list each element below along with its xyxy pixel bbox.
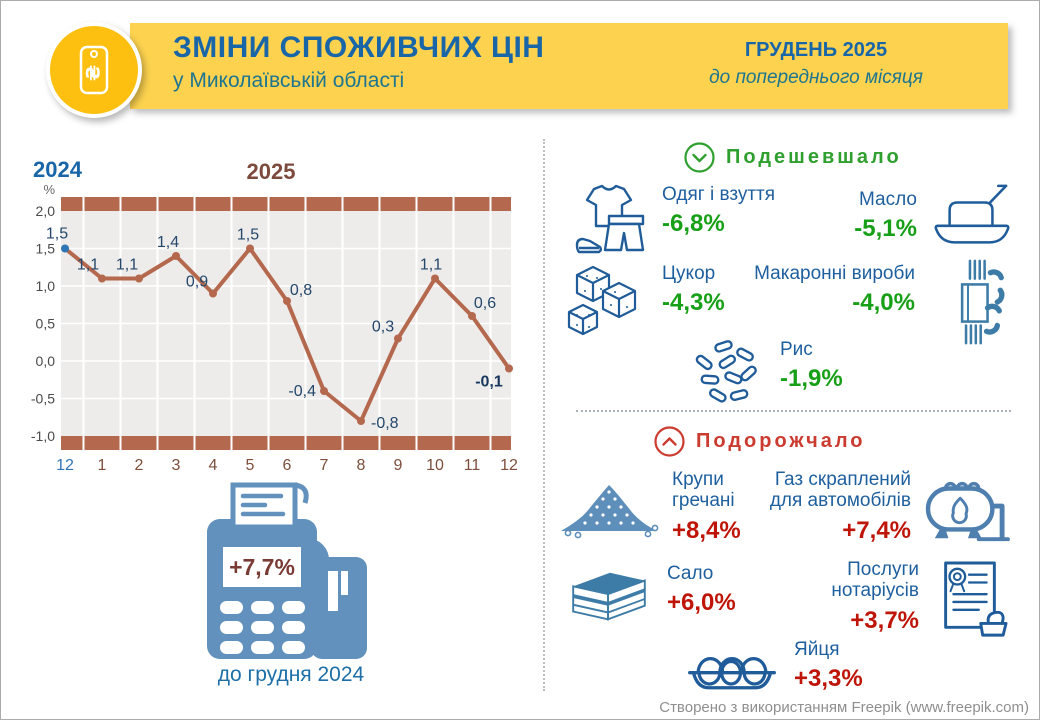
list-item-salo: Сало +6,0% [564, 563, 736, 627]
item-name: Цукор [662, 263, 716, 284]
svg-text:-0,4: -0,4 [288, 383, 316, 400]
sugar-icon [567, 265, 637, 336]
item-value: -1,9% [780, 365, 843, 393]
pos-terminal-icon [207, 482, 367, 659]
svg-text:0,5: 0,5 [36, 316, 56, 332]
svg-text:-1,0: -1,0 [31, 428, 55, 444]
item-value: -4,3% [662, 289, 725, 317]
butter-icon [934, 184, 1010, 244]
header-banner [130, 23, 1008, 109]
freepik-credit: Створено з використанням Freepik (www.fr… [659, 699, 1029, 716]
svg-text:1,5: 1,5 [237, 227, 259, 244]
period-block: ГРУДЕНЬ 2025 до попереднього місяця [641, 39, 991, 89]
page-title: ЗМІНИ СПОЖИВЧИХ ЦІН [173, 31, 545, 64]
svg-text:8: 8 [357, 457, 366, 474]
item-value: +6,0% [667, 589, 736, 617]
item-name: Масло [859, 189, 917, 210]
svg-text:1,0: 1,0 [36, 278, 56, 294]
svg-text:-0,8: -0,8 [371, 415, 399, 432]
period-note: до попереднього місяця [709, 67, 923, 88]
item-name: Одяг і взуття [662, 184, 776, 205]
svg-text:2: 2 [135, 457, 144, 474]
svg-text:-0,1: -0,1 [475, 374, 503, 391]
list-item-rice: Рис -1,9% [687, 339, 843, 409]
price-change-line-chart: %2,01,51,00,50,0-0,5-1,012 1 2 3 4 5 6 7 8 9 10 11 1… [31, 183, 518, 474]
eggs-icon [688, 657, 776, 690]
list-item-butter: Масло -5,1% [757, 184, 1014, 255]
pricier-section-header: Подорожчало [653, 425, 865, 458]
pasta-icon [960, 259, 1005, 345]
cheaper-section-label: Подешевшало [726, 146, 902, 168]
item-name: Рис [780, 339, 813, 360]
page-subtitle: у Миколаївській області [173, 69, 405, 92]
item-value: +3,7% [850, 606, 919, 634]
rice-icon [695, 340, 757, 403]
svg-text:10: 10 [426, 457, 444, 474]
svg-text:1,1: 1,1 [420, 257, 442, 274]
svg-text:0,8: 0,8 [290, 282, 312, 299]
item-value: +7,4% [842, 516, 911, 544]
hryvnia-price-tag-icon: ₴ [79, 45, 109, 95]
pricier-section-label: Подорожчало [696, 430, 866, 452]
annual-change-value: +7,7% [229, 553, 295, 580]
svg-text:4: 4 [209, 457, 218, 474]
svg-text:0,3: 0,3 [372, 319, 394, 336]
item-name: Яйця [794, 639, 840, 660]
svg-text:%: % [43, 183, 55, 197]
svg-text:5: 5 [246, 457, 255, 474]
svg-text:1,5: 1,5 [46, 226, 68, 243]
item-value: +3,3% [794, 665, 863, 693]
svg-text:₴: ₴ [83, 65, 105, 81]
period-month: ГРУДЕНЬ 2025 [744, 39, 888, 61]
annual-change-caption: до грудня 2024 [217, 663, 365, 686]
svg-text:1,5: 1,5 [36, 241, 56, 257]
section-divider [576, 410, 1011, 412]
chart-year-2025: 2025 [246, 159, 296, 184]
item-value: -5,1% [854, 215, 917, 243]
svg-text:-0,5: -0,5 [31, 391, 55, 407]
svg-text:1,1: 1,1 [77, 257, 99, 274]
item-name: Газ скраплений для автомобілів [769, 469, 911, 512]
list-item-clothes: Одяг і взуття -6,8% [569, 184, 775, 256]
salo-icon [572, 572, 646, 621]
hryvnia-badge: ₴ [46, 22, 142, 118]
list-item-notary: Послуги нотаріусів +3,7% [759, 559, 1008, 643]
svg-text:2,0: 2,0 [36, 203, 56, 219]
item-name: Послуги нотаріусів [831, 559, 919, 602]
svg-text:0,9: 0,9 [186, 274, 208, 291]
svg-text:0,6: 0,6 [474, 295, 496, 312]
item-value: -4,0% [852, 289, 915, 317]
gas-tank-icon [925, 481, 1010, 542]
clothes-icon [575, 184, 645, 254]
svg-text:11: 11 [464, 457, 481, 474]
item-name: Сало [667, 563, 714, 584]
list-item-eggs: Яйця +3,3% [683, 637, 863, 699]
svg-text:12: 12 [56, 457, 74, 474]
item-value: -6,8% [662, 210, 725, 238]
list-item-sugar: Цукор -4,3% [563, 263, 725, 341]
buckwheat-icon [561, 485, 659, 539]
svg-text:9: 9 [394, 457, 403, 474]
list-item-pasta: Макаронні вироби -4,0% [749, 259, 1008, 347]
svg-text:7: 7 [320, 457, 329, 474]
svg-text:12: 12 [500, 457, 518, 474]
notary-icon [944, 561, 1008, 637]
list-item-gas: Газ скраплений для автомобілів +7,4% [743, 469, 1010, 547]
svg-text:0,0: 0,0 [36, 353, 56, 369]
svg-text:1,1: 1,1 [116, 257, 138, 274]
chevron-down-circle-icon [684, 142, 715, 173]
svg-text:3: 3 [172, 457, 181, 474]
list-item-buckwheat: Крупи гречані +8,4% [559, 469, 764, 545]
vertical-divider [543, 139, 545, 691]
svg-text:1: 1 [98, 457, 107, 474]
chart-year-2024: 2024 [33, 157, 82, 182]
svg-text:1,4: 1,4 [157, 234, 179, 251]
cheaper-section-header: Подешевшало [683, 141, 902, 174]
svg-text:6: 6 [283, 457, 292, 474]
item-value: +8,4% [672, 516, 741, 544]
item-name: Крупи гречані [672, 469, 735, 512]
item-name: Макаронні вироби [754, 263, 915, 284]
chevron-up-circle-icon [654, 426, 685, 457]
